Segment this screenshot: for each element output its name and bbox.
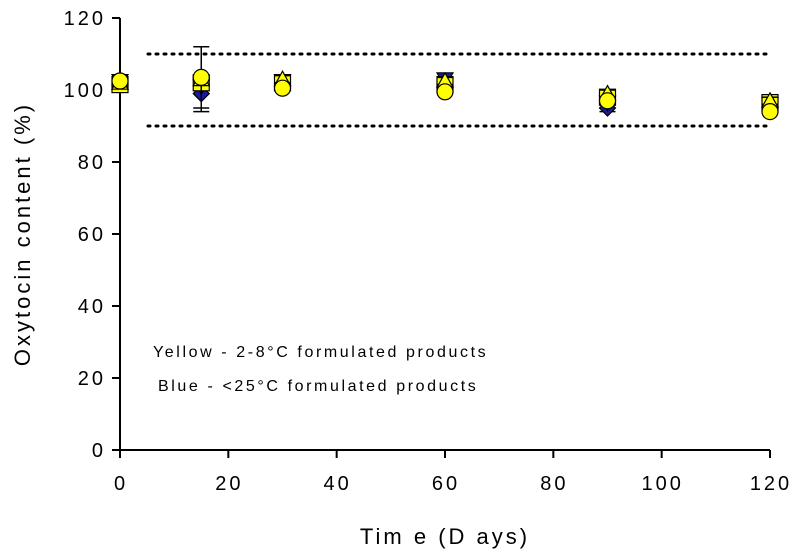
- x-ticks: 0 20 40 60 80 100 120: [114, 450, 792, 495]
- y-ticks: 0 20 40 60 80 100 120: [64, 8, 120, 462]
- annotation-yellow: Yellow - 2-8°C formulated products: [153, 344, 488, 361]
- data-point-circle: [111, 72, 129, 90]
- y-tick-label: 40: [78, 296, 106, 318]
- y-tick-label: 60: [78, 224, 106, 246]
- x-tick-label: 0: [114, 473, 128, 495]
- x-tick-label: 40: [324, 473, 352, 495]
- annotation-blue: Blue - <25°C formulated products: [158, 378, 478, 395]
- data-point-circle: [273, 79, 292, 97]
- data-point-circle: [598, 92, 617, 110]
- y-tick-label: 80: [78, 152, 106, 174]
- x-tick-label: 120: [750, 473, 792, 495]
- x-tick-label: 80: [540, 473, 568, 495]
- data-point-circle: [436, 83, 454, 101]
- x-tick-label: 20: [215, 473, 243, 495]
- x-tick-label: 100: [641, 473, 683, 495]
- y-tick-label: 100: [64, 80, 106, 102]
- y-axis-title: Oxytocin content (%): [10, 102, 35, 366]
- x-tick-label: 60: [432, 473, 460, 495]
- y-tick-label: 120: [64, 8, 106, 30]
- y-tick-label: 0: [92, 440, 106, 462]
- data-points: [110, 46, 780, 121]
- data-point-circle: [192, 68, 210, 87]
- y-tick-label: 20: [78, 368, 106, 390]
- reference-lines: [146, 52, 772, 128]
- data-point-circle: [761, 102, 779, 121]
- x-axis-title: Tim e (D ays): [360, 524, 530, 549]
